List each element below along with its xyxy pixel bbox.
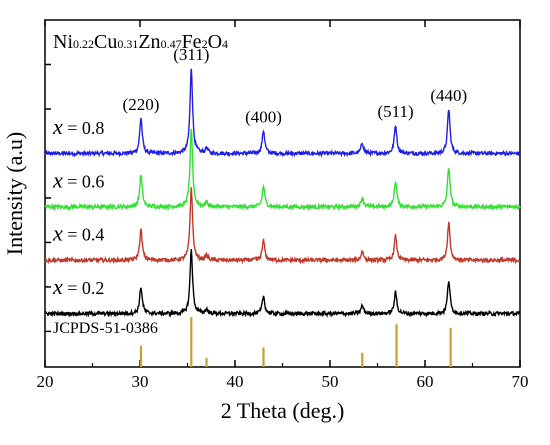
x-tick-label: 30 [132, 372, 149, 391]
labels-group: JCPDS-51-0386 x = 0.8 x = 0.6 x = 0.4 x = 0.… [52, 31, 467, 337]
peak-label: (440) [430, 86, 467, 105]
series-group [44, 68, 521, 319]
formula-title: Ni0.22Cu0.31Zn0.47Fe2O4 [53, 31, 228, 53]
series-line [44, 187, 521, 265]
reference-pattern [139, 317, 452, 367]
axes: 20 30 40 50 60 70 2 Theta (deg.) Intensity (a.u… [2, 19, 529, 423]
x-tick-label: 40 [227, 372, 244, 391]
reference-label: JCPDS-51-0386 [53, 320, 158, 337]
peak-label: (220) [123, 95, 160, 114]
series-label: x = 0.6 [52, 167, 104, 192]
peak-label: (311) [173, 45, 209, 64]
series-line [44, 249, 521, 319]
peak-label: (511) [377, 102, 413, 121]
series-label: x = 0.2 [52, 274, 104, 299]
x-tick-label: 60 [417, 372, 434, 391]
y-axis-title: Intensity (a.u) [2, 132, 27, 255]
x-tick-label: 70 [512, 372, 529, 391]
series-label: x = 0.4 [52, 221, 104, 246]
peak-label: (400) [245, 107, 282, 126]
series-label: x = 0.8 [52, 114, 104, 139]
x-tick-label: 20 [37, 372, 54, 391]
series-line [44, 68, 521, 158]
x-axis-title: 2 Theta (deg.) [221, 398, 345, 423]
x-tick-label: 50 [322, 372, 339, 391]
series-line [44, 128, 521, 212]
